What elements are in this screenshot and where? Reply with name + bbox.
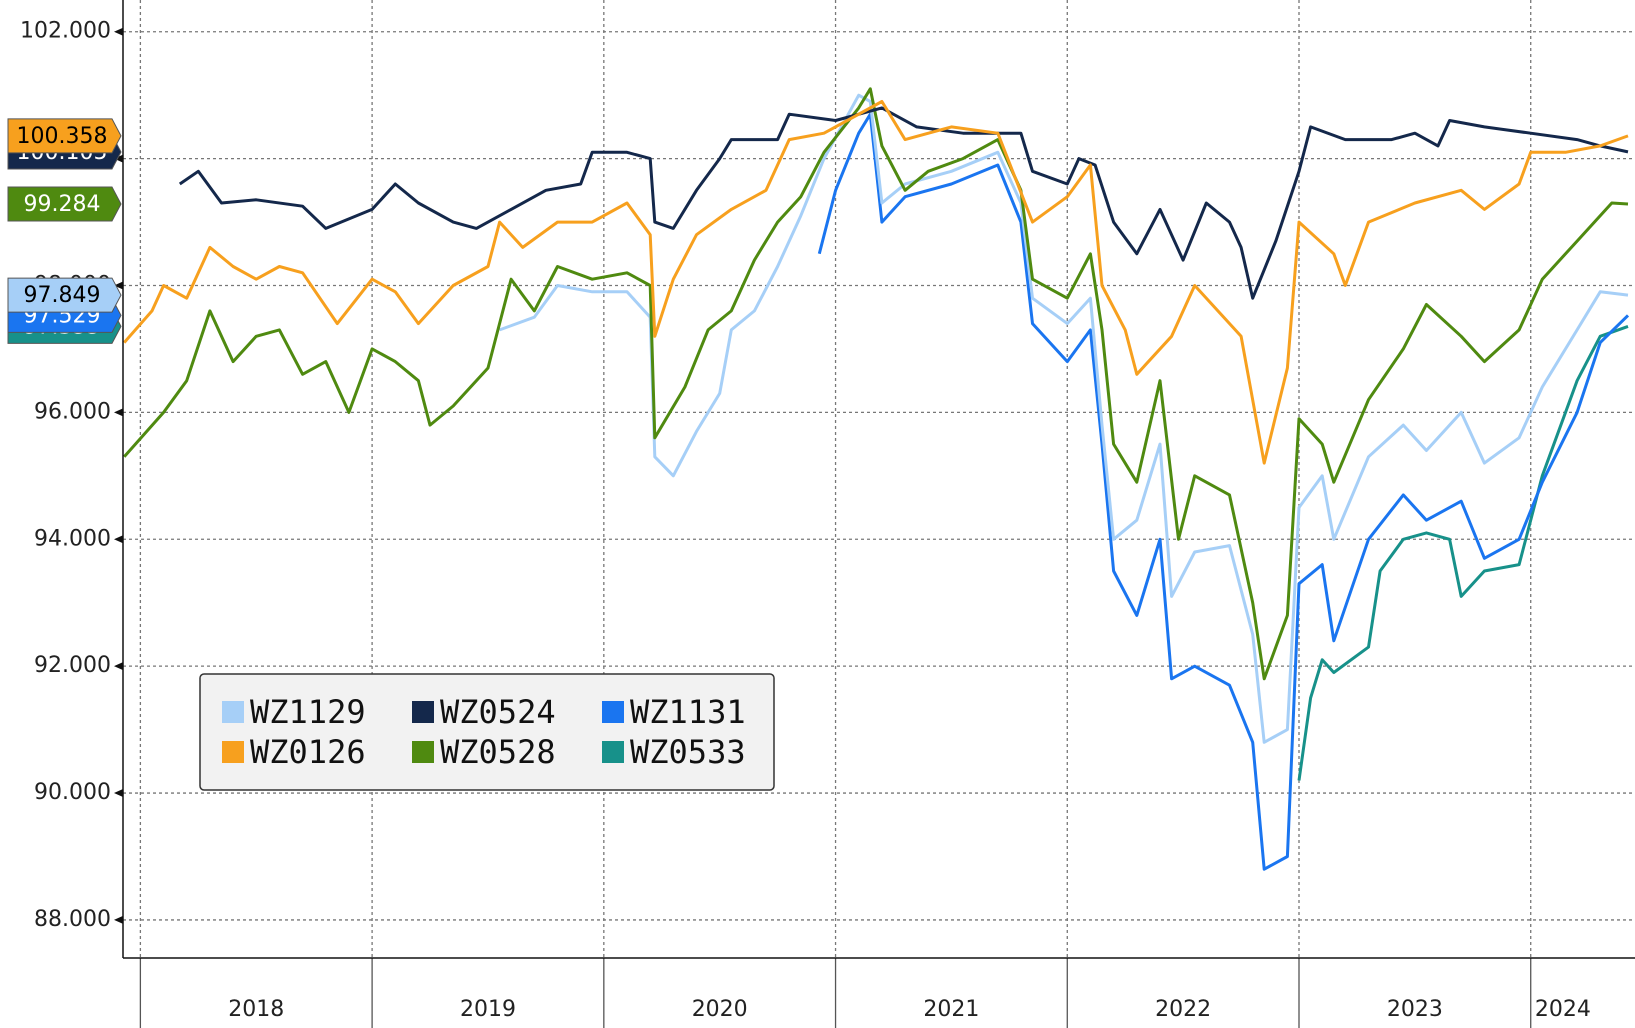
x-tick-label: 2023 bbox=[1387, 997, 1443, 1022]
y-tick-mark bbox=[114, 154, 123, 163]
x-tick-label: 2024 bbox=[1535, 997, 1591, 1022]
legend-swatch bbox=[602, 701, 624, 723]
legend-swatch bbox=[222, 741, 244, 763]
end-tag bbox=[7, 277, 122, 313]
y-tick-label: 92.000 bbox=[34, 653, 111, 678]
lines-layer bbox=[123, 87, 1630, 871]
series-line bbox=[499, 93, 1629, 744]
y-tick-mark bbox=[114, 535, 123, 544]
end-tag bbox=[7, 118, 122, 154]
legend-label: WZ0524 bbox=[440, 693, 556, 731]
y-tick-label: 90.000 bbox=[34, 780, 111, 805]
legend-label: WZ0533 bbox=[630, 733, 746, 771]
end-tag-label: 99.284 bbox=[24, 192, 101, 217]
y-tick-label: 96.000 bbox=[34, 399, 111, 424]
series-line bbox=[123, 87, 1629, 681]
x-tick-label: 2021 bbox=[923, 997, 979, 1022]
end-tag-label: 100.358 bbox=[17, 124, 108, 149]
y-tick-mark bbox=[114, 662, 123, 671]
y-tick-label: 102.000 bbox=[20, 19, 111, 44]
legend-label: WZ1129 bbox=[250, 693, 366, 731]
y-tick-label: 94.000 bbox=[34, 526, 111, 551]
y-tick-mark bbox=[114, 408, 123, 417]
legend-swatch bbox=[222, 701, 244, 723]
y-tick-label: 88.000 bbox=[34, 907, 111, 932]
y-tick-mark bbox=[114, 915, 123, 924]
legend-label: WZ0528 bbox=[440, 733, 556, 771]
y-tick-mark bbox=[114, 789, 123, 798]
x-tick-label: 2022 bbox=[1155, 997, 1211, 1022]
x-tick-label: 2018 bbox=[228, 997, 284, 1022]
x-tick-label: 2019 bbox=[460, 997, 516, 1022]
legend-swatch bbox=[412, 701, 434, 723]
y-tick-mark bbox=[114, 27, 123, 36]
series-line bbox=[1297, 324, 1629, 781]
grid-layer bbox=[123, 0, 1635, 958]
end-tag bbox=[7, 186, 122, 222]
x-tick-label: 2020 bbox=[692, 997, 748, 1022]
legend-label: WZ0126 bbox=[250, 733, 366, 771]
legend-label: WZ1131 bbox=[630, 693, 746, 731]
series-line bbox=[817, 112, 1630, 871]
y-tick-mark bbox=[114, 281, 123, 290]
series-line bbox=[123, 100, 1629, 465]
legend-swatch bbox=[602, 741, 624, 763]
legend-box bbox=[199, 673, 775, 791]
end-tag-label: 97.849 bbox=[24, 283, 101, 308]
legend-swatch bbox=[412, 741, 434, 763]
